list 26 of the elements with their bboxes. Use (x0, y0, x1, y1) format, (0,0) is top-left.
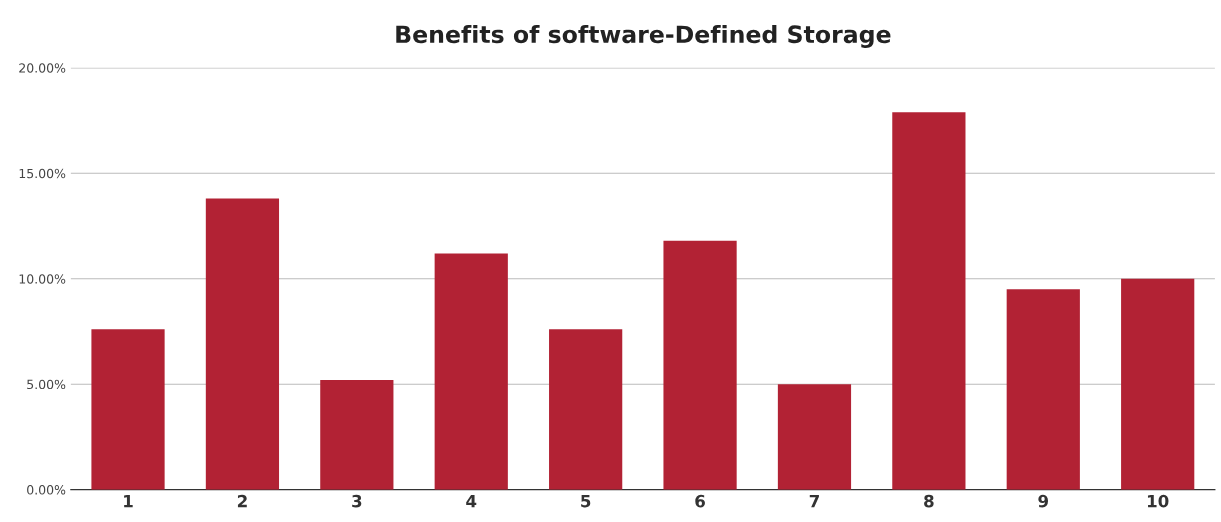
bar (777, 384, 852, 490)
bar (434, 253, 508, 490)
bar (1006, 289, 1080, 490)
y-tick-label: 5.00% (27, 379, 66, 390)
x-tick-label: 9 (1038, 494, 1049, 508)
x-tick-label: 3 (352, 494, 362, 508)
x-tick-label: 7 (809, 495, 819, 508)
x-tick-label: 10 (1147, 494, 1169, 508)
bar (892, 112, 966, 490)
chart-title: Benefits of software-Defined Storage (396, 24, 891, 48)
y-tick-label: 20.00% (19, 63, 66, 73)
x-tick-label: 4 (466, 495, 477, 508)
x-tick-label: 1 (124, 495, 133, 508)
x-tick-label: 5 (581, 495, 591, 508)
x-tick-label: 8 (924, 494, 934, 508)
bar (663, 240, 737, 490)
y-tick-label: 10.00% (19, 274, 66, 284)
bar (320, 379, 394, 490)
bar (1121, 278, 1195, 490)
bar (549, 329, 623, 490)
y-tick-label: 0.00% (27, 485, 66, 495)
bar (205, 198, 280, 490)
x-tick-label: 2 (237, 494, 247, 508)
bar (91, 329, 165, 490)
y-tick-label: 15.00% (19, 168, 66, 179)
x-tick-label: 6 (695, 494, 705, 508)
